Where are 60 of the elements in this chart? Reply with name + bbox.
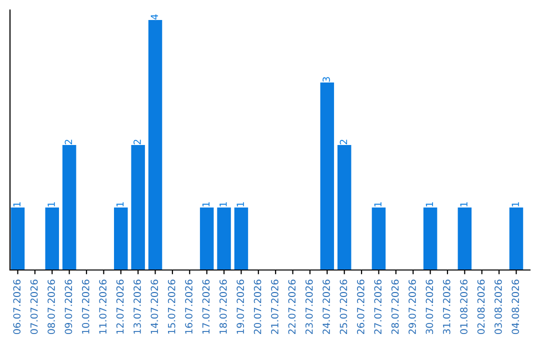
bar <box>509 208 524 270</box>
bar <box>200 208 214 270</box>
data-label: 2 <box>134 140 141 144</box>
x-tick-label: 15.07.2026 <box>168 280 176 334</box>
data-label: 1 <box>236 202 244 206</box>
x-tick-label: 29.07.2026 <box>408 280 416 334</box>
bar <box>45 208 59 270</box>
x-tick-label: 08.07.2026 <box>48 280 55 334</box>
x-tick-label: 27.07.2026 <box>374 280 382 334</box>
bar <box>423 208 438 270</box>
x-tick-label: 07.07.2026 <box>30 280 38 334</box>
x-tick-label: 12.07.2026 <box>116 280 124 334</box>
x-tick-label: 18.07.2026 <box>219 280 227 334</box>
data-label: 1 <box>13 202 20 206</box>
data-label: 1 <box>374 202 382 206</box>
data-label: 1 <box>512 202 519 206</box>
data-label: 1 <box>202 202 210 206</box>
x-tick-label: 22.07.2026 <box>288 280 296 334</box>
data-label: 1 <box>48 202 55 206</box>
x-tick-label: 30.07.2026 <box>426 280 434 334</box>
bar <box>148 20 162 270</box>
x-tick-label: 14.07.2026 <box>150 280 158 334</box>
x-tick-label: 28.07.2026 <box>391 280 399 334</box>
x-tick-label: 17.07.2026 <box>202 280 210 334</box>
x-tick-label: 21.07.2026 <box>271 280 278 334</box>
data-label: 1 <box>116 202 124 206</box>
x-tick-label: 06.07.2026 <box>13 280 21 334</box>
bar <box>114 208 128 270</box>
x-tick-label: 03.08.2026 <box>494 280 502 334</box>
data-label: 1 <box>220 202 227 206</box>
x-tick-label: 26.07.2026 <box>357 280 364 334</box>
bar <box>320 82 334 270</box>
bar <box>337 145 352 270</box>
data-label: 3 <box>322 77 330 82</box>
x-tick-label: 09.07.2026 <box>64 280 72 334</box>
bar <box>372 208 386 270</box>
bar <box>234 208 248 270</box>
x-tick-label: 31.07.2026 <box>442 280 450 334</box>
bar <box>131 145 145 270</box>
x-tick-label: 23.07.2026 <box>305 280 313 334</box>
x-tick-label: 11.07.2026 <box>99 280 107 334</box>
x-tick-label: 20.07.2026 <box>254 280 262 334</box>
x-tick-label: 01.08.2026 <box>460 280 468 334</box>
bar <box>458 208 472 270</box>
bar <box>10 208 25 270</box>
x-tick-label: 25.07.2026 <box>340 280 348 334</box>
x-tick-label: 02.08.2026 <box>477 280 485 334</box>
data-label: 4 <box>150 14 158 20</box>
bar <box>217 208 231 270</box>
data-label: 2 <box>64 140 72 144</box>
data-label: 2 <box>340 140 348 144</box>
data-label: 1 <box>460 202 468 206</box>
x-tick-label: 13.07.2026 <box>134 280 141 334</box>
x-tick-label: 10.07.2026 <box>82 280 90 334</box>
x-tick-label: 19.07.2026 <box>236 280 244 334</box>
bar <box>62 145 76 270</box>
data-label: 1 <box>426 202 433 206</box>
x-tick-label: 16.07.2026 <box>185 280 192 334</box>
x-tick-label: 04.08.2026 <box>512 280 520 334</box>
x-tick-label: 24.07.2026 <box>322 280 330 334</box>
